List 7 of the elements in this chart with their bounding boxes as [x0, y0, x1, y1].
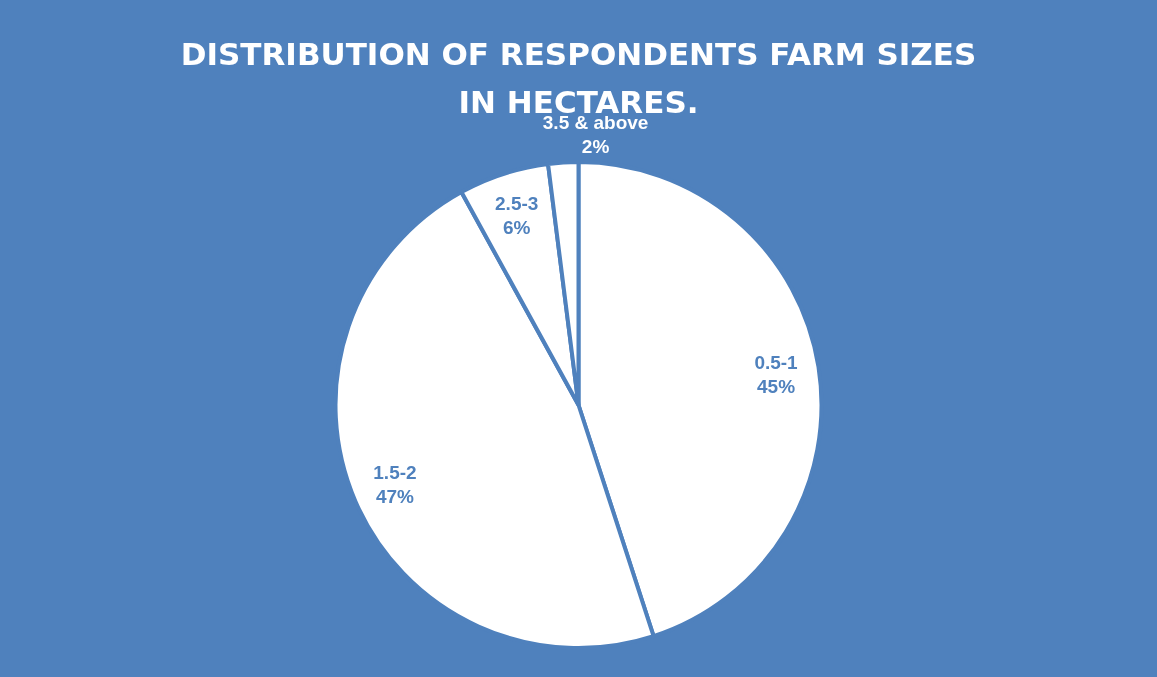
data-label: 6%: [502, 216, 531, 238]
slice-label: 0.5-1: [754, 351, 799, 373]
data-label: 47%: [375, 486, 415, 508]
slice-label: 2.5-3: [495, 192, 539, 214]
data-label: 2%: [581, 135, 610, 157]
data-label: 45%: [757, 375, 796, 397]
slice-label: 1.5-2: [373, 462, 417, 484]
